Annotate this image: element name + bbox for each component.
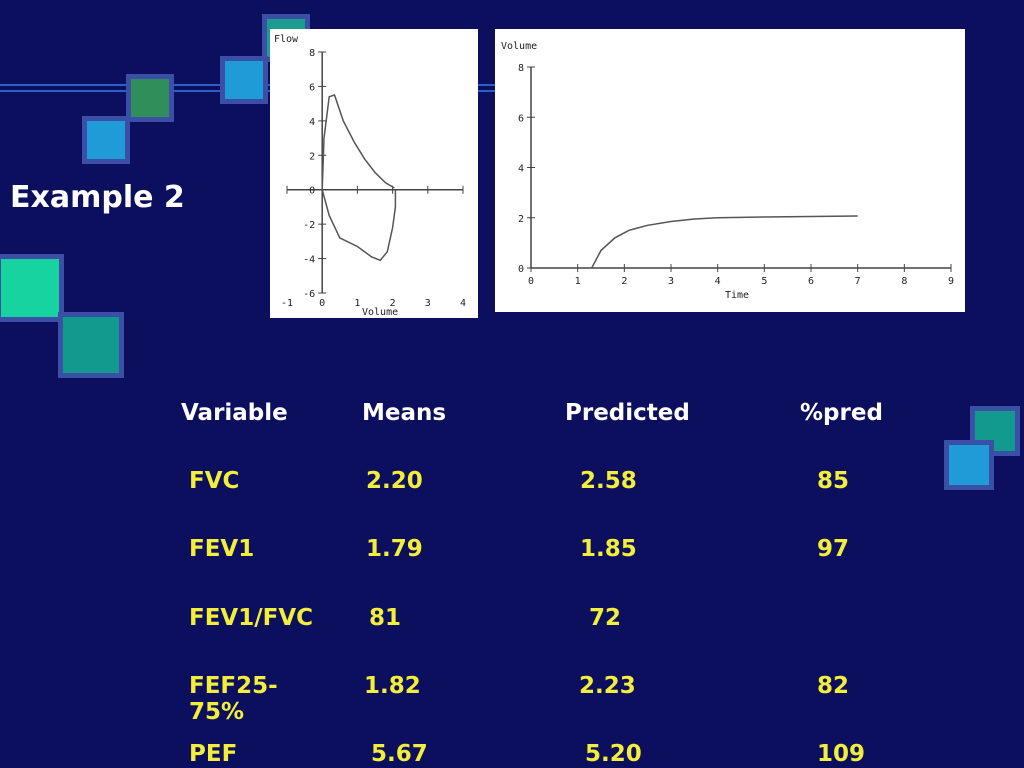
volume-time-chart: 0 1 2 3 4 5 6 7 8 9 8 6 4 2 0 Volume Time	[501, 41, 954, 301]
table-cell: 2.58	[580, 468, 637, 494]
x-tick-label: 0	[319, 298, 325, 309]
x-tick-label: 8	[901, 276, 907, 287]
y-tick-label: 6	[518, 113, 524, 124]
series-line	[321, 189, 397, 262]
decorative-square	[220, 56, 268, 104]
x-tick-label: 5	[761, 276, 767, 287]
table-cell: PEF	[189, 741, 238, 767]
series-line	[591, 215, 858, 269]
y-tick-label: 4	[309, 117, 315, 128]
table-cell: 2.20	[366, 468, 423, 494]
y-axis-label: Flow	[274, 34, 299, 45]
x-tick-label: 9	[948, 276, 954, 287]
table-cell: 5.20	[585, 741, 642, 767]
x-tick-label: -1	[281, 298, 293, 309]
y-tick-label: 8	[518, 63, 524, 74]
x-tick-label: 4	[715, 276, 721, 287]
x-tick-label: 3	[668, 276, 674, 287]
y-tick-label: 2	[518, 214, 524, 225]
series-line	[321, 94, 395, 190]
x-axis-label: Time	[725, 290, 749, 301]
y-axis-label: Volume	[501, 41, 537, 52]
y-tick-label: -4	[303, 255, 315, 266]
table-cell: FVC	[189, 468, 240, 494]
y-tick-label: 2	[309, 151, 315, 162]
table-cell: FEF25-75%	[189, 673, 278, 725]
table-cell: 97	[817, 536, 850, 562]
x-tick-label: 4	[460, 298, 466, 309]
decorative-square	[0, 254, 64, 322]
x-tick-label: 1	[575, 276, 581, 287]
x-tick-label: 2	[621, 276, 627, 287]
y-tick-label: 0	[518, 264, 524, 275]
x-tick-label: 7	[855, 276, 861, 287]
y-tick-label: -2	[303, 220, 315, 231]
decorative-square	[58, 312, 124, 378]
flow-volume-chart: -1 0 1 2 3 4 8 6 4 2 0 -2 -4 -6 Flow Volume	[274, 34, 466, 318]
x-tick-label: 2	[390, 298, 396, 309]
table-cell: 82	[817, 673, 850, 699]
table-header-pct-pred: %pred	[800, 400, 883, 426]
table-cell: FEV1	[189, 536, 255, 562]
x-tick-label: 3	[425, 298, 431, 309]
table-cell: 72	[589, 605, 622, 631]
y-tick-label: 4	[518, 164, 524, 175]
y-tick-label: -6	[303, 289, 315, 300]
decorative-square	[82, 116, 130, 164]
x-tick-label: 1	[354, 298, 360, 309]
volume-time-plot: 0 1 2 3 4 5 6 7 8 9 8 6 4 2 0 Volume Time	[495, 29, 965, 312]
table-cell: 2.23	[579, 673, 636, 699]
y-tick-label: 0	[309, 186, 315, 197]
decorative-square	[944, 440, 994, 490]
table-header-variable: Variable	[181, 400, 288, 426]
flow-volume-plot: -1 0 1 2 3 4 8 6 4 2 0 -2 -4 -6 Flow Volume	[270, 29, 478, 318]
table-cell: 1.82	[364, 673, 421, 699]
table-cell: 1.79	[366, 536, 423, 562]
y-tick-label: 8	[309, 48, 315, 59]
slide-title: Example 2	[10, 180, 185, 215]
y-tick-label: 6	[309, 82, 315, 93]
decorative-square	[126, 74, 174, 122]
table-cell: FEV1/FVC	[189, 605, 314, 631]
x-tick-label: 0	[528, 276, 534, 287]
table-cell: 109	[817, 741, 866, 767]
table-cell: 85	[817, 468, 850, 494]
table-header-predicted: Predicted	[565, 400, 690, 426]
table-cell: 81	[369, 605, 402, 631]
x-axis-label: Volume	[362, 307, 398, 318]
table-cell: 1.85	[580, 536, 637, 562]
table-cell: 5.67	[371, 741, 428, 767]
table-header-means: Means	[362, 400, 447, 426]
x-tick-label: 6	[808, 276, 814, 287]
